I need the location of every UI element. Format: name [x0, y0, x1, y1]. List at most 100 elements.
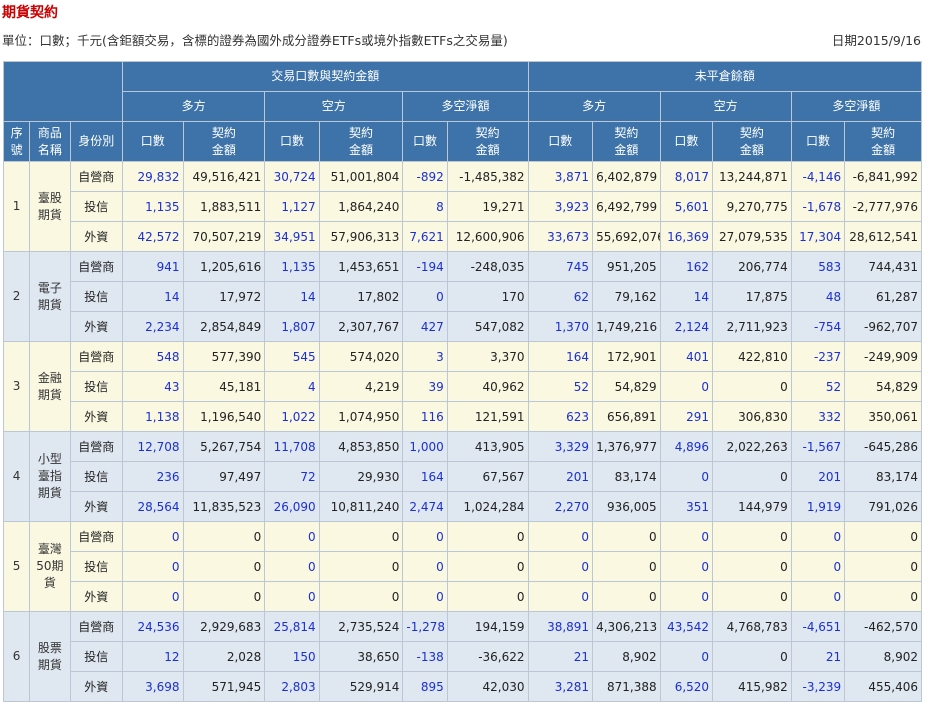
- qty-cell[interactable]: 39: [402, 371, 448, 402]
- qty-cell[interactable]: 42,572: [122, 221, 184, 252]
- qty-cell[interactable]: 5,601: [659, 191, 714, 222]
- qty-cell[interactable]: 48: [790, 281, 846, 312]
- qty-cell[interactable]: 0: [122, 581, 184, 612]
- qty-cell[interactable]: 0: [527, 551, 594, 582]
- qty-cell[interactable]: 0: [402, 521, 448, 552]
- qty-cell[interactable]: 1,370: [527, 311, 594, 342]
- qty-cell[interactable]: 14: [122, 281, 184, 312]
- qty-cell[interactable]: 72: [264, 461, 320, 492]
- qty-cell[interactable]: 52: [790, 371, 846, 402]
- qty-cell[interactable]: 0: [659, 581, 714, 612]
- qty-cell[interactable]: -3,239: [790, 671, 846, 702]
- qty-cell[interactable]: -892: [402, 161, 448, 192]
- qty-cell[interactable]: 25,814: [264, 611, 320, 642]
- qty-cell[interactable]: 1,135: [122, 191, 184, 222]
- qty-cell[interactable]: 351: [659, 491, 714, 522]
- qty-cell[interactable]: 6,520: [659, 671, 714, 702]
- qty-cell[interactable]: 164: [527, 341, 594, 372]
- qty-cell[interactable]: 3,281: [527, 671, 594, 702]
- qty-cell[interactable]: 17,304: [790, 221, 846, 252]
- qty-cell[interactable]: 0: [527, 521, 594, 552]
- qty-cell[interactable]: 0: [790, 581, 846, 612]
- qty-cell[interactable]: 895: [402, 671, 448, 702]
- qty-cell[interactable]: 162: [659, 251, 714, 282]
- qty-cell[interactable]: 1,127: [264, 191, 320, 222]
- qty-cell[interactable]: 0: [402, 581, 448, 612]
- qty-cell[interactable]: 623: [527, 401, 594, 432]
- qty-cell[interactable]: 43: [122, 371, 184, 402]
- qty-cell[interactable]: -1,678: [790, 191, 846, 222]
- qty-cell[interactable]: 0: [402, 551, 448, 582]
- qty-cell[interactable]: -1,278: [402, 611, 448, 642]
- qty-cell[interactable]: 941: [122, 251, 184, 282]
- qty-cell[interactable]: 0: [659, 461, 714, 492]
- qty-cell[interactable]: 3,698: [122, 671, 184, 702]
- qty-cell[interactable]: 0: [264, 581, 320, 612]
- qty-cell[interactable]: 0: [122, 551, 184, 582]
- qty-cell[interactable]: 545: [264, 341, 320, 372]
- qty-cell[interactable]: 3: [402, 341, 448, 372]
- qty-cell[interactable]: 8,017: [659, 161, 714, 192]
- qty-cell[interactable]: 4,896: [659, 431, 714, 462]
- qty-cell[interactable]: 164: [402, 461, 448, 492]
- qty-cell[interactable]: -138: [402, 641, 448, 672]
- qty-cell[interactable]: 14: [659, 281, 714, 312]
- qty-cell[interactable]: -4,651: [790, 611, 846, 642]
- qty-cell[interactable]: 745: [527, 251, 594, 282]
- qty-cell[interactable]: 548: [122, 341, 184, 372]
- qty-cell[interactable]: 1,138: [122, 401, 184, 432]
- qty-cell[interactable]: 30,724: [264, 161, 320, 192]
- qty-cell[interactable]: 24,536: [122, 611, 184, 642]
- qty-cell[interactable]: 34,951: [264, 221, 320, 252]
- qty-cell[interactable]: -1,567: [790, 431, 846, 462]
- qty-cell[interactable]: 583: [790, 251, 846, 282]
- qty-cell[interactable]: 427: [402, 311, 448, 342]
- qty-cell[interactable]: 0: [122, 521, 184, 552]
- qty-cell[interactable]: -237: [790, 341, 846, 372]
- qty-cell[interactable]: 62: [527, 281, 594, 312]
- qty-cell[interactable]: 201: [527, 461, 594, 492]
- qty-cell[interactable]: 38,891: [527, 611, 594, 642]
- qty-cell[interactable]: 0: [264, 521, 320, 552]
- qty-cell[interactable]: 2,474: [402, 491, 448, 522]
- qty-cell[interactable]: -754: [790, 311, 846, 342]
- qty-cell[interactable]: 0: [659, 371, 714, 402]
- qty-cell[interactable]: 201: [790, 461, 846, 492]
- qty-cell[interactable]: 28,564: [122, 491, 184, 522]
- qty-cell[interactable]: 0: [790, 521, 846, 552]
- qty-cell[interactable]: 0: [659, 551, 714, 582]
- qty-cell[interactable]: 1,919: [790, 491, 846, 522]
- qty-cell[interactable]: 33,673: [527, 221, 594, 252]
- qty-cell[interactable]: 236: [122, 461, 184, 492]
- qty-cell[interactable]: 43,542: [659, 611, 714, 642]
- qty-cell[interactable]: -4,146: [790, 161, 846, 192]
- qty-cell[interactable]: 0: [659, 641, 714, 672]
- qty-cell[interactable]: 12,708: [122, 431, 184, 462]
- qty-cell[interactable]: 0: [790, 551, 846, 582]
- qty-cell[interactable]: -194: [402, 251, 448, 282]
- qty-cell[interactable]: 401: [659, 341, 714, 372]
- qty-cell[interactable]: 26,090: [264, 491, 320, 522]
- qty-cell[interactable]: 3,871: [527, 161, 594, 192]
- qty-cell[interactable]: 3,923: [527, 191, 594, 222]
- qty-cell[interactable]: 1,000: [402, 431, 448, 462]
- qty-cell[interactable]: 11,708: [264, 431, 320, 462]
- qty-cell[interactable]: 8: [402, 191, 448, 222]
- qty-cell[interactable]: 332: [790, 401, 846, 432]
- qty-cell[interactable]: 2,803: [264, 671, 320, 702]
- qty-cell[interactable]: 116: [402, 401, 448, 432]
- qty-cell[interactable]: 0: [527, 581, 594, 612]
- qty-cell[interactable]: 16,369: [659, 221, 714, 252]
- qty-cell[interactable]: 291: [659, 401, 714, 432]
- qty-cell[interactable]: 0: [264, 551, 320, 582]
- qty-cell[interactable]: 3,329: [527, 431, 594, 462]
- qty-cell[interactable]: 4: [264, 371, 320, 402]
- qty-cell[interactable]: 0: [659, 521, 714, 552]
- qty-cell[interactable]: 21: [790, 641, 846, 672]
- qty-cell[interactable]: 2,234: [122, 311, 184, 342]
- qty-cell[interactable]: 1,135: [264, 251, 320, 282]
- qty-cell[interactable]: 52: [527, 371, 594, 402]
- qty-cell[interactable]: 2,124: [659, 311, 714, 342]
- qty-cell[interactable]: 0: [402, 281, 448, 312]
- qty-cell[interactable]: 21: [527, 641, 594, 672]
